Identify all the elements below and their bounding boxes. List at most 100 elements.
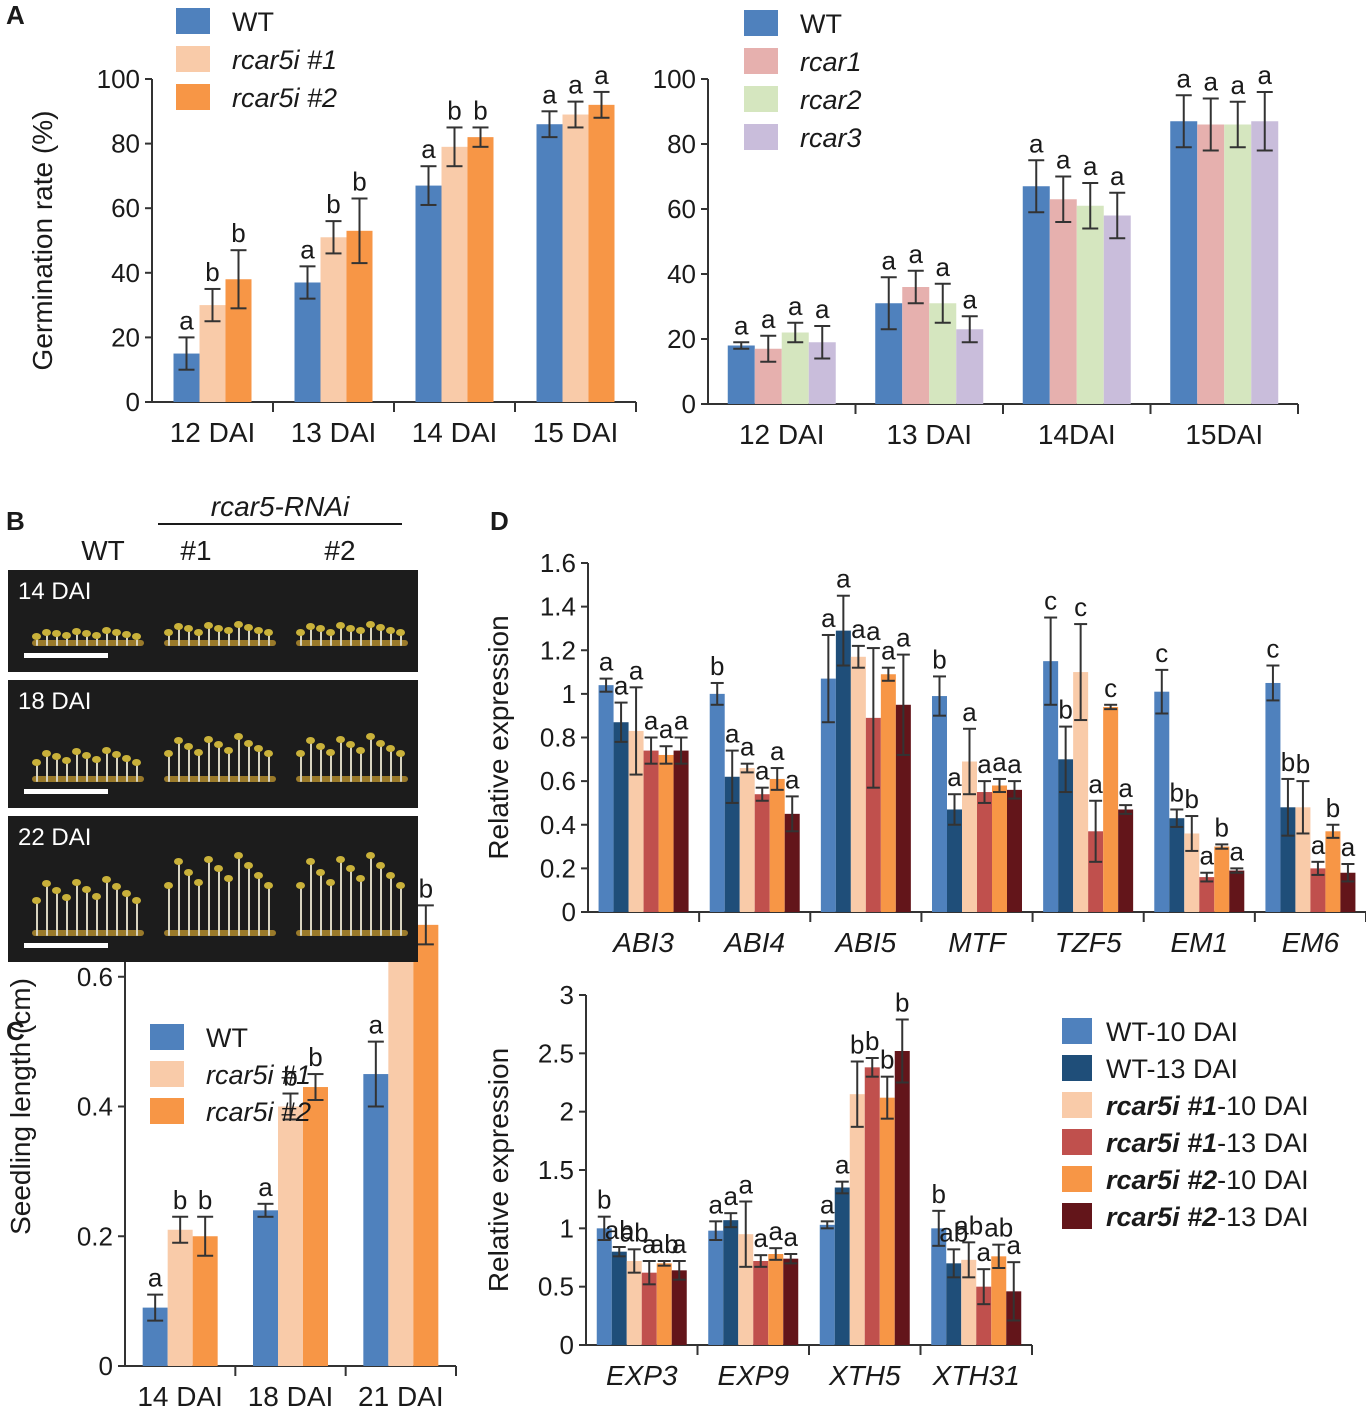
significance-letter: a: [815, 294, 830, 324]
significance-letter: ab: [620, 1217, 649, 1247]
seedling: [82, 885, 91, 936]
seedling: [72, 878, 81, 936]
significance-letter: a: [614, 671, 629, 701]
seedling: [82, 629, 91, 646]
legend-swatch: [1062, 1166, 1092, 1192]
bar: [1118, 809, 1134, 912]
y-axis-title: Relative expression: [483, 615, 514, 859]
x-tick-label: XTH5: [828, 1360, 901, 1391]
y-tick-label: 1: [560, 1213, 574, 1243]
x-tick-label: 14 DAI: [137, 1381, 223, 1412]
panel-b-header-wt: WT: [81, 535, 125, 566]
chart-d-top: 0 0.2 0.4 0.6 0.8 1 1.2 1.4 1.6 Relative expressi…: [483, 548, 1366, 958]
bar: [819, 1224, 835, 1345]
significance-letter: a: [784, 1222, 799, 1252]
seedling: [386, 872, 395, 936]
photo-stage-label: 18 DAI: [18, 688, 92, 715]
bar: [849, 1094, 865, 1345]
legend-label: rcar5i #1-13 DAI: [1106, 1128, 1309, 1158]
seedling: [336, 735, 345, 782]
y-tick-label: 0.8: [540, 723, 576, 753]
seedling: [194, 628, 203, 646]
seedling: [244, 861, 253, 936]
bar: [467, 137, 494, 402]
significance-letter: b: [1215, 812, 1229, 842]
significance-letter: b: [710, 651, 724, 681]
seedling-photo: 22 DAI: [8, 816, 418, 962]
bar: [894, 1051, 910, 1345]
seedling: [376, 861, 385, 936]
seedling: [396, 882, 405, 936]
bar: [768, 1254, 784, 1345]
significance-letter: b: [173, 1185, 187, 1215]
x-tick-label: 12 DAI: [739, 419, 825, 450]
bar: [864, 1067, 880, 1345]
legend-swatch: [744, 124, 778, 150]
bar: [895, 704, 911, 912]
legend-label: rcar5i #1: [206, 1060, 311, 1090]
significance-letter: a: [1230, 836, 1245, 866]
panel-label-d: D: [490, 506, 509, 536]
seedling: [112, 629, 121, 646]
significance-letter: a: [992, 747, 1007, 777]
significance-letter: ab: [650, 1229, 679, 1259]
legend-label: WT-13 DAI: [1106, 1054, 1238, 1084]
y-tick-label: 0: [560, 1330, 574, 1360]
seedling: [132, 632, 141, 646]
significance-letter: b: [1185, 784, 1199, 814]
bar: [1199, 877, 1215, 912]
y-tick-label: 2.5: [538, 1038, 574, 1068]
significance-letter: b: [419, 873, 433, 903]
seedling: [42, 628, 51, 646]
seedling: [92, 631, 101, 646]
y-tick-label: 0: [562, 897, 576, 927]
panel-label-b: B: [6, 506, 25, 536]
y-axis-title: Relative expression: [483, 1048, 514, 1292]
seedling: [306, 623, 315, 646]
seedling: [32, 758, 41, 782]
x-tick-label: 14 DAI: [412, 417, 498, 448]
bar: [992, 785, 1007, 912]
seedling: [82, 751, 91, 782]
bar: [1049, 199, 1077, 404]
bar: [931, 1228, 947, 1345]
y-tick-label: 20: [667, 324, 696, 354]
significance-letter: a: [369, 1010, 384, 1040]
y-tick-label: 1.2: [540, 635, 576, 665]
panel-b-header-1: #1: [180, 535, 211, 566]
seedling: [194, 748, 203, 782]
significance-letter: a: [977, 1237, 992, 1267]
bar: [850, 656, 866, 912]
bar: [1022, 186, 1050, 404]
bar: [643, 750, 659, 912]
significance-letter: c: [1155, 638, 1168, 668]
seedling: [62, 632, 71, 646]
panel-label-a: A: [6, 0, 25, 30]
significance-letter: b: [880, 1045, 894, 1075]
bar: [278, 1106, 303, 1366]
seedling: [244, 624, 253, 646]
significance-letter: a: [1258, 60, 1273, 90]
bar: [1169, 818, 1185, 912]
significance-letter: a: [659, 714, 674, 744]
seedling: [264, 629, 273, 646]
bar: [673, 750, 689, 912]
significance-letter: a: [909, 239, 924, 269]
bar: [320, 237, 347, 402]
x-tick-label: EM6: [1282, 927, 1340, 958]
y-tick-label: 0.4: [77, 1092, 113, 1122]
seedling: [72, 748, 81, 782]
seedling: [122, 754, 131, 782]
significance-letter: b: [231, 218, 245, 248]
panel-b-header-group: rcar5-RNAi: [211, 491, 350, 522]
seedling-rows: [28, 585, 408, 646]
bar: [947, 809, 962, 912]
significance-letter: a: [1110, 161, 1125, 191]
seedling: [326, 878, 335, 936]
bar: [946, 1263, 962, 1345]
seedling: [214, 624, 223, 646]
bar: [1265, 682, 1281, 912]
seed-line: [164, 776, 276, 782]
significance-letter: a: [734, 310, 749, 340]
significance-letter: a: [1007, 749, 1022, 779]
